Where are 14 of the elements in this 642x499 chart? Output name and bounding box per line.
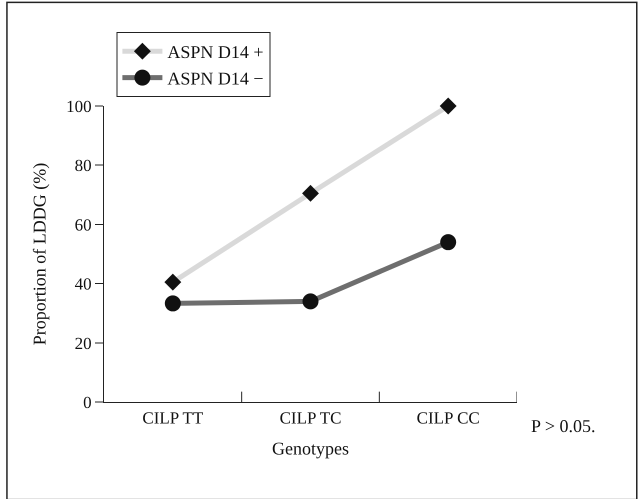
y-tick-label: 100 (66, 96, 92, 116)
y-tick-label: 0 (83, 392, 92, 412)
text: P > 0.05. (531, 416, 596, 436)
x-tick-label: CILP CC (416, 408, 480, 428)
x-tick-label: CILP TT (142, 408, 204, 428)
x-tick-label: CILP TC (280, 408, 342, 428)
y-axis-title: Proportion of LDDG (%) (29, 162, 50, 346)
y-tick-label: 60 (74, 215, 92, 234)
y-tick-label: 40 (74, 274, 92, 294)
y-tick-label: 80 (74, 156, 92, 176)
y-tick-label: 20 (74, 334, 92, 353)
legend-label: ASPN D14 + (167, 42, 264, 62)
legend-label: ASPN D14 − (167, 68, 264, 89)
x-axis-title: Genotypes (272, 438, 349, 458)
